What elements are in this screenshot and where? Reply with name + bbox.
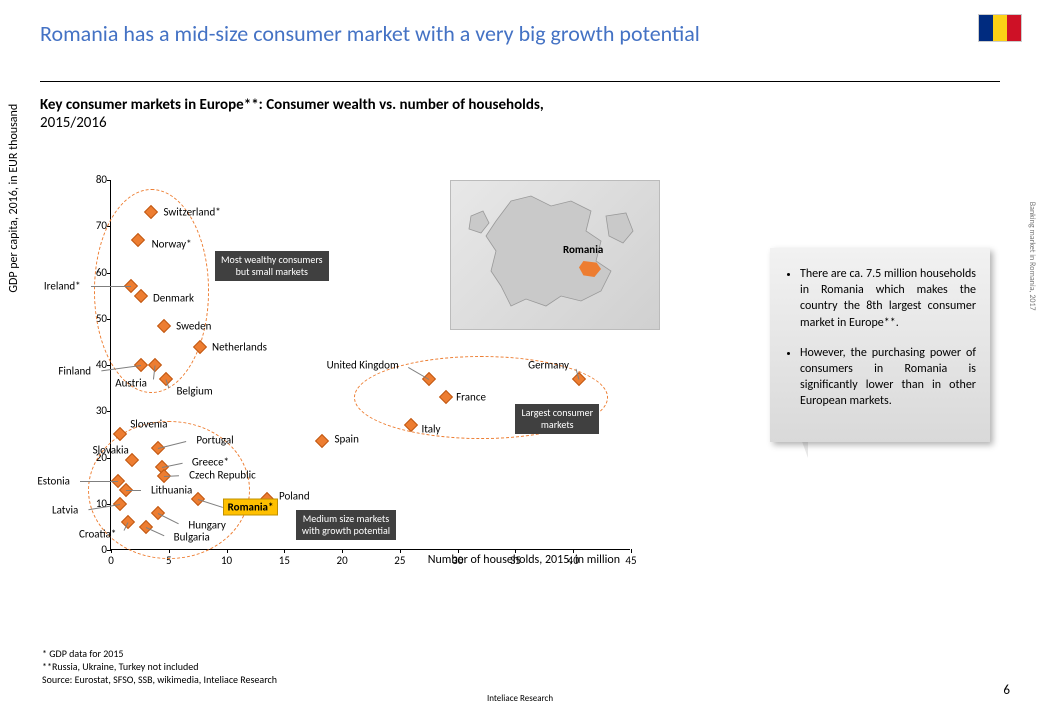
footnotes: * GDP data for 2015 **Russia, Ukraine, T… xyxy=(42,647,277,686)
point-label: Norway* xyxy=(152,238,192,251)
insight-box: There are ca. 7.5 million households in … xyxy=(770,248,990,442)
highlight-label: Romania* xyxy=(223,499,279,516)
side-caption: Banking market in Romania, 2017 xyxy=(1027,202,1037,311)
insight-bullet-2: However, the purchasing power of consume… xyxy=(800,345,976,410)
x-tick: 30 xyxy=(452,554,463,567)
point-label: Bulgaria xyxy=(174,530,210,543)
point-label: Latvia xyxy=(52,503,78,516)
subtitle-year: 2015/2016 xyxy=(40,114,1000,132)
flag-icon xyxy=(978,14,1022,42)
point-label: Sweden xyxy=(176,319,211,332)
y-tick: 70 xyxy=(83,219,107,232)
footer-brand: Inteliace Research xyxy=(487,693,553,704)
point-label: Germany xyxy=(528,358,569,371)
point-label: United Kingdom xyxy=(327,358,399,371)
cluster-callout: Medium size marketswith growth potential xyxy=(296,510,396,540)
point-label: Czech Republic xyxy=(189,469,256,482)
point-label: Estonia xyxy=(37,474,70,487)
y-axis-label: GDP per capita, 2016, in EUR thousand xyxy=(7,104,21,293)
point-label: Ireland* xyxy=(44,280,81,293)
point-label: Croatia* xyxy=(79,528,116,541)
point-label: Finland xyxy=(58,365,91,378)
footnote-2: **Russia, Ukraine, Turkey not included xyxy=(42,660,277,673)
plot-area: Romania Number of households, 2015, in m… xyxy=(110,180,630,550)
point-label: Greece* xyxy=(192,455,229,468)
y-tick: 30 xyxy=(83,404,107,417)
y-tick: 80 xyxy=(83,173,107,186)
cluster-callout: Largest consumermarkets xyxy=(515,404,599,434)
point-label: Belgium xyxy=(176,384,212,397)
x-tick: 20 xyxy=(337,554,348,567)
x-tick: 45 xyxy=(625,554,636,567)
point-label: Slovakia xyxy=(93,443,129,456)
scatter-chart: GDP per capita, 2016, in EUR thousand Ro… xyxy=(60,170,650,590)
point-label: Portugal xyxy=(196,434,233,447)
x-tick: 35 xyxy=(510,554,521,567)
point-label: Lithuania xyxy=(151,483,192,496)
subtitle-main: Key consumer markets in Europe**: Consum… xyxy=(40,96,544,114)
page-title: Romania has a mid-size consumer market w… xyxy=(40,20,1000,47)
map-country-label: Romania xyxy=(563,243,603,256)
point-label: France xyxy=(456,391,486,404)
point-label: Switzerland* xyxy=(163,206,220,219)
point-label: Austria xyxy=(115,377,147,390)
data-point xyxy=(315,434,329,448)
point-label: Poland xyxy=(279,490,310,503)
point-label: Italy xyxy=(421,423,440,436)
point-label: Spain xyxy=(334,433,358,446)
point-label: Denmark xyxy=(153,291,194,304)
europe-map: Romania xyxy=(450,180,660,330)
point-label: Netherlands xyxy=(212,340,267,353)
page-number: 6 xyxy=(1003,683,1010,698)
insight-bullet-1: There are ca. 7.5 million households in … xyxy=(800,266,976,331)
chart-title: Key consumer markets in Europe**: Consum… xyxy=(40,96,1000,132)
x-tick: 15 xyxy=(279,554,290,567)
divider xyxy=(40,81,1000,82)
x-tick: 10 xyxy=(221,554,232,567)
x-tick: 40 xyxy=(568,554,579,567)
point-label: Slovenia xyxy=(130,418,167,431)
footnote-3: Source: Eurostat, SFSO, SSB, wikimedia, … xyxy=(42,673,277,686)
footnote-1: * GDP data for 2015 xyxy=(42,647,277,660)
cluster-callout: Most wealthy consumersbut small markets xyxy=(215,251,329,281)
x-tick: 25 xyxy=(394,554,405,567)
x-tick: 0 xyxy=(108,554,114,567)
y-tick: 0 xyxy=(83,543,107,556)
